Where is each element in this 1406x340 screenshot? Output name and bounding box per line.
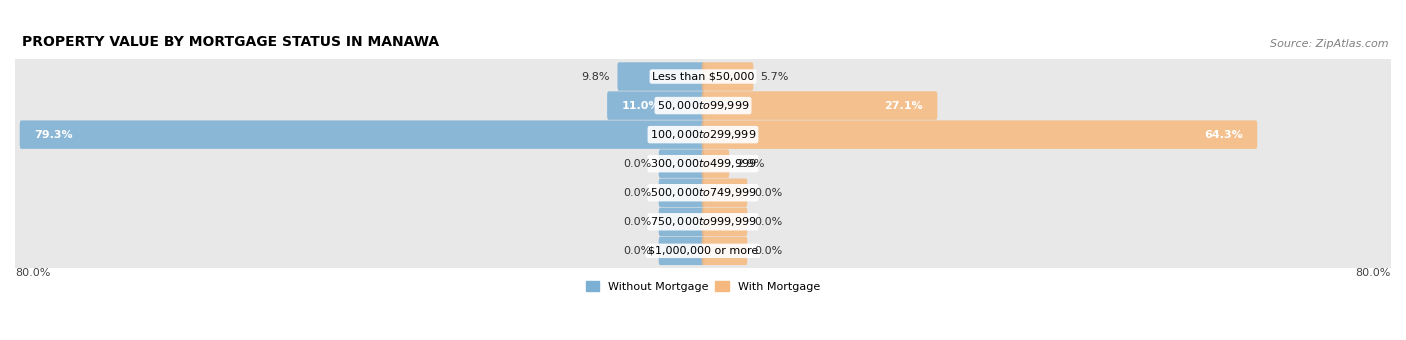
Text: $300,000 to $499,999: $300,000 to $499,999 [650, 157, 756, 170]
FancyBboxPatch shape [702, 120, 1257, 149]
Text: 2.9%: 2.9% [737, 159, 765, 169]
FancyBboxPatch shape [13, 201, 1393, 242]
FancyBboxPatch shape [702, 91, 938, 120]
Text: 0.0%: 0.0% [623, 246, 651, 256]
FancyBboxPatch shape [607, 91, 704, 120]
FancyBboxPatch shape [617, 62, 704, 91]
Text: 0.0%: 0.0% [623, 217, 651, 227]
FancyBboxPatch shape [20, 120, 704, 149]
Text: 0.0%: 0.0% [755, 188, 783, 198]
FancyBboxPatch shape [658, 207, 704, 236]
Text: $500,000 to $749,999: $500,000 to $749,999 [650, 186, 756, 199]
Text: $1,000,000 or more: $1,000,000 or more [648, 246, 758, 256]
FancyBboxPatch shape [658, 178, 704, 207]
Text: 0.0%: 0.0% [755, 246, 783, 256]
Text: 80.0%: 80.0% [15, 268, 51, 278]
Text: 0.0%: 0.0% [755, 217, 783, 227]
FancyBboxPatch shape [13, 231, 1393, 271]
FancyBboxPatch shape [13, 56, 1393, 97]
FancyBboxPatch shape [658, 150, 704, 178]
Legend: Without Mortgage, With Mortgage: Without Mortgage, With Mortgage [582, 277, 824, 296]
Text: 80.0%: 80.0% [1355, 268, 1391, 278]
Text: $50,000 to $99,999: $50,000 to $99,999 [657, 99, 749, 112]
FancyBboxPatch shape [702, 62, 754, 91]
Text: 11.0%: 11.0% [621, 101, 659, 111]
Text: 64.3%: 64.3% [1205, 130, 1243, 140]
Text: $750,000 to $999,999: $750,000 to $999,999 [650, 215, 756, 228]
Text: PROPERTY VALUE BY MORTGAGE STATUS IN MANAWA: PROPERTY VALUE BY MORTGAGE STATUS IN MAN… [22, 35, 439, 49]
FancyBboxPatch shape [702, 207, 748, 236]
FancyBboxPatch shape [702, 150, 730, 178]
FancyBboxPatch shape [702, 237, 748, 265]
FancyBboxPatch shape [13, 172, 1393, 213]
Text: 9.8%: 9.8% [582, 71, 610, 82]
FancyBboxPatch shape [13, 143, 1393, 184]
Text: Less than $50,000: Less than $50,000 [652, 71, 754, 82]
FancyBboxPatch shape [13, 85, 1393, 126]
Text: 79.3%: 79.3% [34, 130, 73, 140]
Text: $100,000 to $299,999: $100,000 to $299,999 [650, 128, 756, 141]
FancyBboxPatch shape [658, 237, 704, 265]
Text: 0.0%: 0.0% [623, 159, 651, 169]
Text: 5.7%: 5.7% [761, 71, 789, 82]
Text: 0.0%: 0.0% [623, 188, 651, 198]
Text: Source: ZipAtlas.com: Source: ZipAtlas.com [1270, 39, 1388, 49]
FancyBboxPatch shape [702, 178, 748, 207]
Text: 27.1%: 27.1% [884, 101, 924, 111]
FancyBboxPatch shape [13, 114, 1393, 155]
